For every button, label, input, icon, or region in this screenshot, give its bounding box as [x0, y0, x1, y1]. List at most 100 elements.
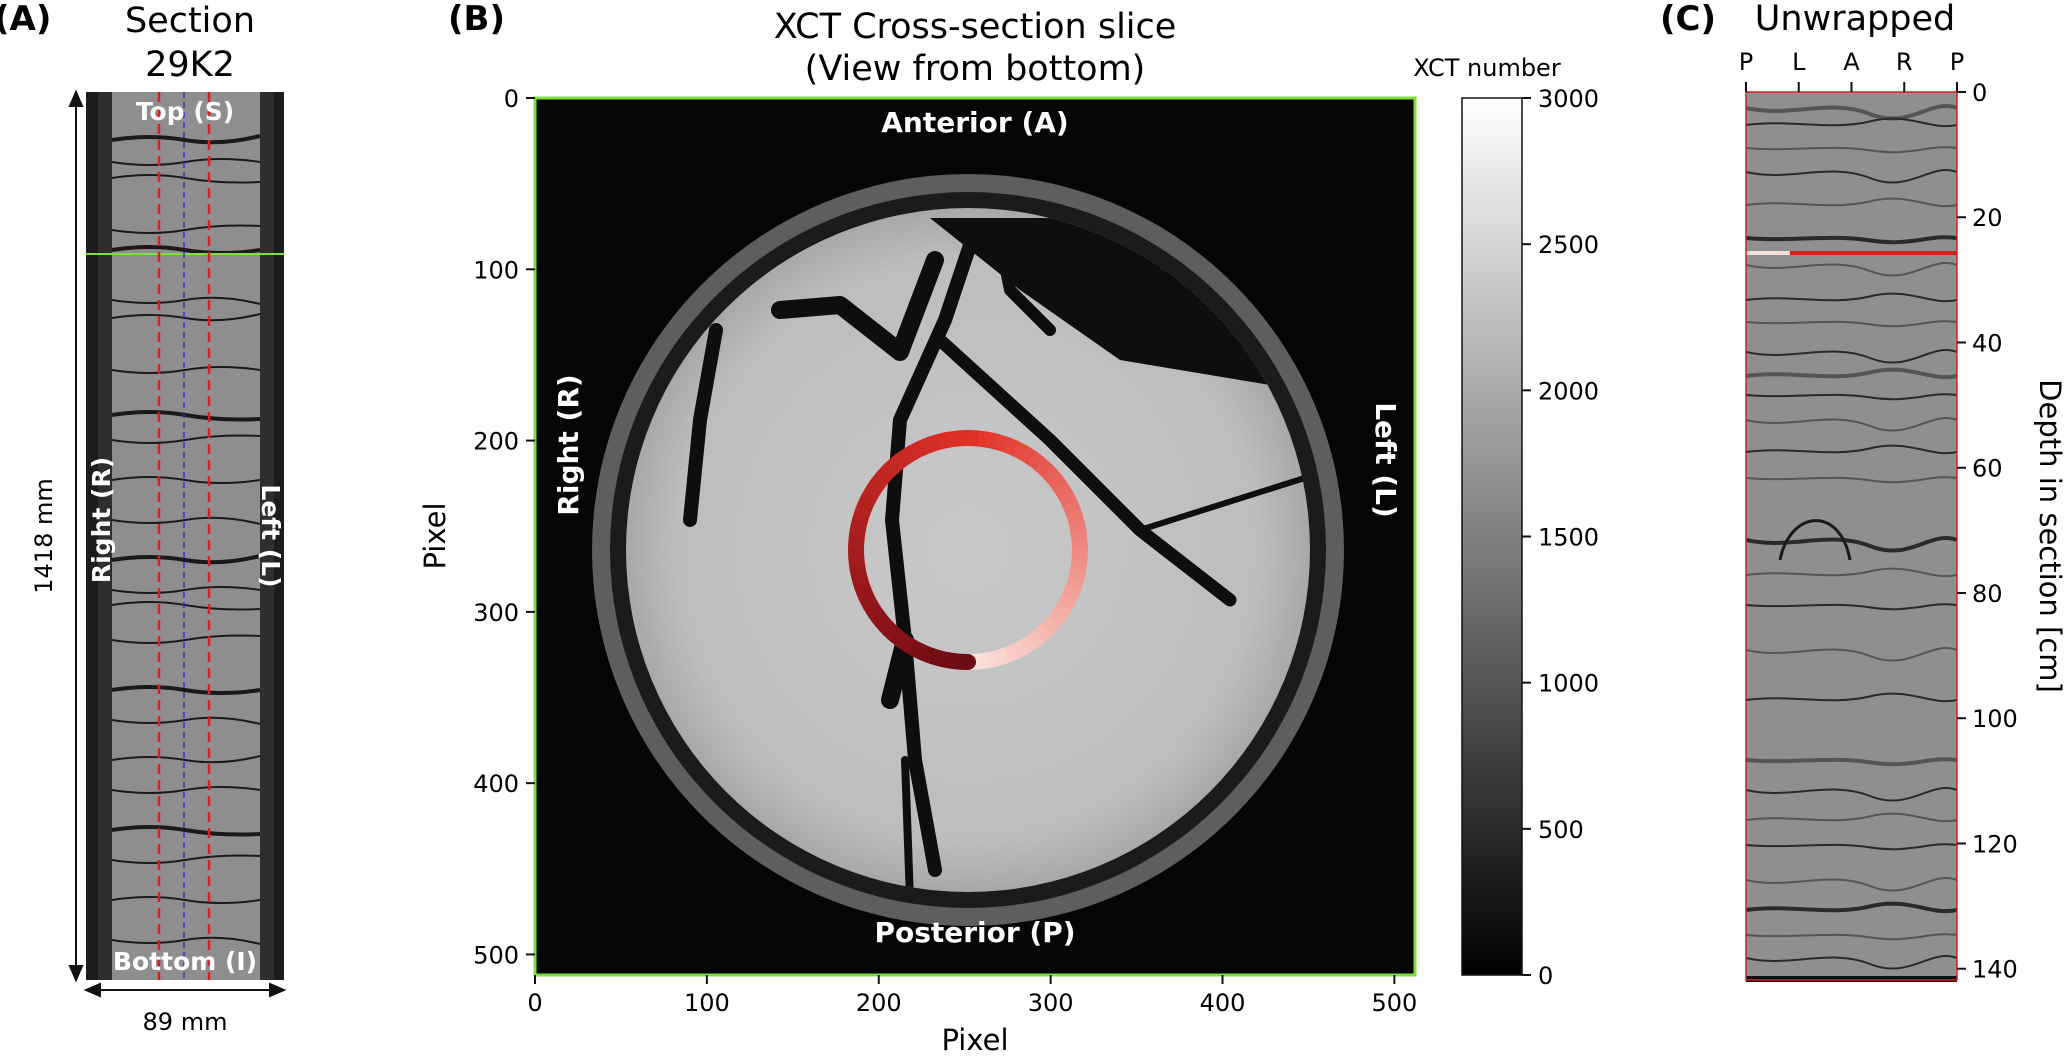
ring-segment — [864, 479, 884, 499]
core-layer — [111, 825, 261, 837]
left-label-a: Left (L) — [256, 484, 285, 587]
ring-segment — [925, 647, 942, 666]
ring-segment — [848, 527, 866, 542]
top-tick-label: L — [1792, 48, 1806, 76]
colorbar-title: XCT number — [1413, 54, 1561, 82]
panel-a-title-line2: 29K2 — [145, 45, 235, 85]
ring-segment — [985, 431, 1001, 450]
ring-segment — [1011, 441, 1030, 461]
unwrapped-image — [1745, 91, 1958, 982]
colorbar-tick-label: 500 — [1538, 816, 1584, 844]
ring-segment — [869, 471, 890, 491]
core-layer — [111, 786, 261, 794]
ring-segment — [945, 652, 960, 670]
unwrap-layer — [1746, 877, 1957, 892]
ring-segment — [890, 450, 910, 471]
ring-segment — [1057, 593, 1077, 612]
ring-segment — [889, 628, 909, 649]
sampling-ring — [848, 430, 1089, 670]
ring-segment — [849, 517, 868, 533]
core-layer — [111, 410, 261, 422]
panel-b-label: (B) — [448, 0, 505, 39]
x-tick-label: 100 — [684, 989, 730, 1017]
width-dimension — [83, 982, 287, 998]
unwrap-layer — [1746, 647, 1957, 662]
ring-segment — [1040, 616, 1060, 636]
core-layer — [111, 854, 261, 864]
ring-segment — [1018, 635, 1037, 655]
unwrap-layer — [1746, 843, 1957, 851]
core-layer — [111, 245, 261, 255]
ring-segment — [858, 592, 878, 610]
core-layer — [111, 313, 261, 322]
ring-segment — [849, 566, 868, 582]
core-layer — [111, 896, 261, 904]
xct-slice-image — [533, 96, 1417, 977]
ring-segment — [1061, 585, 1081, 603]
ring-segment — [926, 433, 943, 453]
y-axis-label: Pixel — [418, 502, 452, 569]
ring-segment — [947, 430, 961, 448]
ring-segment — [975, 652, 989, 670]
unwrap-layer — [1746, 292, 1957, 303]
ring-segment — [1019, 446, 1039, 466]
colorbar-tick-label: 2500 — [1538, 231, 1599, 259]
ring-segment — [1070, 558, 1088, 573]
ring-segment — [1041, 465, 1061, 485]
ring-segment — [875, 615, 895, 635]
depth-axis-label: Depth in section [cm] — [2033, 379, 2067, 693]
top-tick-label: A — [1843, 48, 1860, 76]
ring-segment — [935, 650, 951, 669]
left-label-b: Left (L) — [1369, 402, 1402, 518]
width-label: 89 mm — [143, 1008, 228, 1036]
ring-segment — [868, 608, 889, 628]
unwrap-layer — [1746, 393, 1957, 401]
depth-tick-label: 0 — [1972, 79, 1987, 107]
ring-segment — [1065, 508, 1085, 525]
colorbar-tick-label: 1000 — [1538, 670, 1599, 698]
unwrap-layer — [1746, 933, 1957, 941]
panel-b-title-line2: (View from bottom) — [805, 49, 1146, 89]
panel-b-title-line1: XCT Cross-section slice — [774, 7, 1177, 47]
core-layer — [111, 434, 261, 444]
anterior-label: Anterior (A) — [881, 106, 1068, 139]
ring-segment — [1033, 623, 1053, 643]
colorbar — [1461, 97, 1523, 976]
ring-segment — [906, 639, 925, 659]
unwrap-layer — [1746, 812, 1957, 823]
y-tick-label: 500 — [473, 941, 519, 969]
x-tick-label: 400 — [1200, 989, 1246, 1017]
ring-segment — [883, 457, 903, 477]
colorbar-tick-label: 1500 — [1538, 524, 1599, 552]
ring-segment — [1071, 549, 1089, 563]
depth-tick-label: 100 — [1972, 705, 2018, 733]
right-label-b: Right (R) — [552, 374, 585, 515]
ring-segment — [1053, 481, 1073, 500]
ring-segment — [882, 622, 902, 642]
core-layer — [111, 554, 261, 565]
y-axis-ticks: 0 100 200 300 400 500 — [473, 85, 535, 969]
panel-a-label: (A) — [0, 0, 51, 39]
ring-segment — [1027, 451, 1047, 472]
unwrap-layer — [1746, 146, 1957, 154]
unwrap-layer — [1746, 320, 1957, 328]
ring-segment — [1046, 609, 1067, 629]
ring-segment — [1052, 601, 1072, 621]
depth-tick-label: 60 — [1972, 455, 2003, 483]
unwrap-layer — [1746, 692, 1957, 703]
core-layer — [111, 224, 261, 234]
unwrap-layer — [1746, 349, 1957, 364]
core-section-image — [86, 92, 284, 980]
x-tick-label: 500 — [1371, 989, 1417, 1017]
panel-c-label: (C) — [1660, 0, 1716, 39]
unwrap-layer — [1746, 901, 1957, 914]
ring-segment — [1002, 644, 1019, 664]
depth-tick-label: 40 — [1972, 329, 2003, 357]
core-layer — [111, 296, 261, 305]
core-layer — [111, 936, 261, 945]
depth-tick-label: 140 — [1972, 956, 2018, 984]
core-layer — [111, 685, 261, 695]
ring-segment — [1003, 437, 1021, 457]
ring-start — [960, 654, 976, 670]
y-tick-label: 100 — [473, 256, 519, 284]
